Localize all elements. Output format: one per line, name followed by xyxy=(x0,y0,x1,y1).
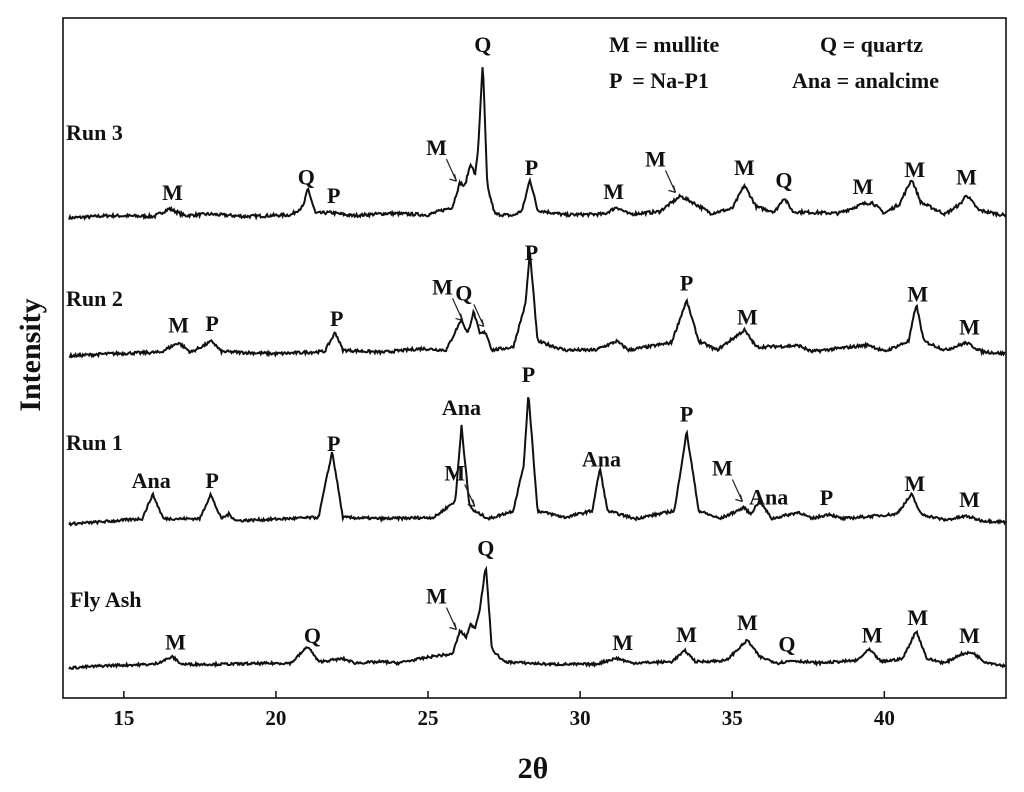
peak-label: Q xyxy=(778,632,795,657)
peak-label: P xyxy=(330,306,343,331)
peak-label: M xyxy=(603,179,624,204)
legend: M = mullite Q = quartz P = Na-P1 Ana = a… xyxy=(609,32,939,93)
peak-label: M xyxy=(737,610,758,635)
series-label: Run 1 xyxy=(66,430,123,455)
annotation-arrowhead xyxy=(735,494,743,503)
peak-label: P xyxy=(327,183,340,208)
series-line-run-1 xyxy=(68,397,1007,527)
peak-label: M xyxy=(676,622,697,647)
peak-label: P xyxy=(205,468,218,493)
x-axis-label: 2θ xyxy=(518,752,549,785)
series-label: Fly Ash xyxy=(70,587,142,612)
peak-label: M xyxy=(904,471,925,496)
peak-label: P xyxy=(525,155,538,180)
peak-label: M xyxy=(907,605,928,630)
series-line-run-3 xyxy=(68,67,1007,221)
peak-label: P xyxy=(525,240,538,265)
series-line-run-2 xyxy=(68,251,1006,359)
annotation-arrowhead xyxy=(476,319,485,327)
legend-entry: M = mullite xyxy=(609,32,720,57)
peak-label: P xyxy=(327,431,340,456)
series-line-fly-ash xyxy=(68,565,1007,670)
peak-label: M xyxy=(432,274,453,299)
peak-label: M xyxy=(712,456,733,481)
peak-label: Q xyxy=(775,168,792,193)
peak-label: M xyxy=(956,165,977,190)
annotation-arrowhead xyxy=(455,313,464,321)
x-tick-label: 20 xyxy=(265,706,286,730)
x-tick-label: 40 xyxy=(874,706,895,730)
x-tick-label: 15 xyxy=(113,706,134,730)
series-label: Run 2 xyxy=(66,286,123,311)
peak-label: Q xyxy=(304,623,321,648)
peak-label: Ana xyxy=(582,446,621,471)
x-tick-layer: 15 20 25 30 35 40 xyxy=(113,691,895,730)
plot-frame xyxy=(62,17,1007,699)
peak-label: M xyxy=(734,155,755,180)
peak-label: Ana xyxy=(442,395,481,420)
peak-label: Q xyxy=(474,32,491,57)
peak-label: P xyxy=(205,311,218,336)
peak-label: P xyxy=(820,485,833,510)
peak-label: M xyxy=(444,460,465,485)
peak-label: M xyxy=(168,313,189,338)
x-tick-label: 25 xyxy=(418,706,439,730)
series-label: Run 3 xyxy=(66,120,123,145)
peak-label: M xyxy=(612,630,633,655)
peak-label: M xyxy=(737,304,758,329)
legend-entry: Ana = analcime xyxy=(792,68,939,93)
annotation-arrowhead xyxy=(449,622,458,631)
peak-label: M xyxy=(959,487,980,512)
peak-label: Q xyxy=(298,164,315,189)
peak-label: M xyxy=(904,157,925,182)
annotation-arrowhead xyxy=(449,173,458,182)
legend-entry: Q = quartz xyxy=(820,32,923,57)
legend-entry: P = Na-P1 xyxy=(609,68,709,93)
peak-label: Ana xyxy=(749,484,788,509)
annotation-arrowhead xyxy=(668,185,677,193)
annotation-arrowhead xyxy=(467,499,476,507)
peak-label: Q xyxy=(455,280,472,305)
peak-label: P xyxy=(680,402,693,427)
peak-label: M xyxy=(162,180,183,205)
peak-label: M xyxy=(165,629,186,654)
peak-label: Q xyxy=(477,536,494,561)
peak-label: M xyxy=(853,174,874,199)
y-axis-label: Intensity xyxy=(14,298,47,411)
peak-label: M xyxy=(426,135,447,160)
peak-label: M xyxy=(959,623,980,648)
peak-label: M xyxy=(862,623,883,648)
series-layer: Run 3 Run 2 Run 1 Fly Ash xyxy=(66,67,1007,670)
peak-label: M xyxy=(959,314,980,339)
peak-label: Ana xyxy=(132,468,171,493)
peak-label: P xyxy=(680,271,693,296)
peak-label: M xyxy=(907,282,928,307)
peak-label: M xyxy=(645,146,666,171)
x-tick-label: 30 xyxy=(570,706,591,730)
peak-label: P xyxy=(522,362,535,387)
x-tick-label: 35 xyxy=(722,706,743,730)
peak-label: M xyxy=(426,584,447,609)
